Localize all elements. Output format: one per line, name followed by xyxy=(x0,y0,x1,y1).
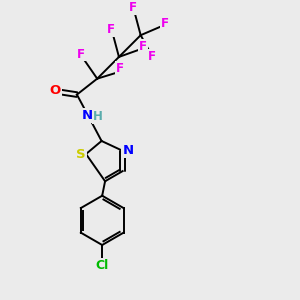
Text: Cl: Cl xyxy=(96,260,109,272)
Text: O: O xyxy=(50,84,61,97)
Text: F: F xyxy=(139,40,147,53)
Text: F: F xyxy=(77,47,85,61)
Text: F: F xyxy=(116,62,124,75)
Text: H: H xyxy=(93,110,103,123)
Text: F: F xyxy=(161,17,169,30)
Text: N: N xyxy=(122,144,134,157)
Text: F: F xyxy=(129,1,137,14)
Text: S: S xyxy=(76,148,86,160)
Text: F: F xyxy=(148,50,156,63)
Text: N: N xyxy=(82,109,93,122)
Text: F: F xyxy=(107,23,115,36)
